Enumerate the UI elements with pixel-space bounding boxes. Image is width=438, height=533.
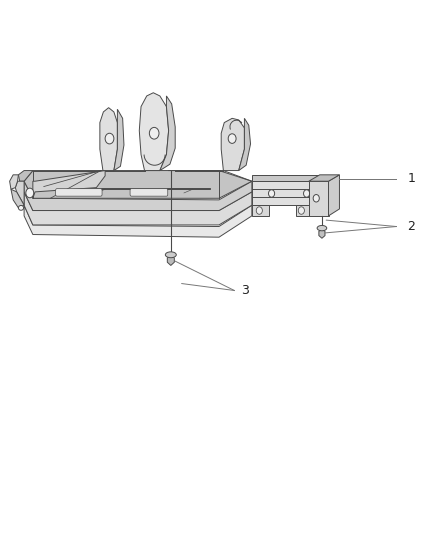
Polygon shape	[100, 108, 117, 171]
Ellipse shape	[317, 225, 327, 231]
Polygon shape	[10, 175, 18, 189]
Circle shape	[304, 190, 310, 197]
Polygon shape	[114, 109, 124, 171]
Text: 1: 1	[407, 172, 415, 185]
Polygon shape	[328, 175, 339, 216]
Circle shape	[228, 134, 236, 143]
FancyBboxPatch shape	[130, 189, 168, 196]
Polygon shape	[18, 171, 33, 181]
Polygon shape	[221, 118, 244, 171]
Polygon shape	[160, 96, 175, 171]
Polygon shape	[252, 205, 269, 216]
Polygon shape	[239, 118, 251, 171]
Polygon shape	[252, 175, 328, 181]
Polygon shape	[24, 181, 252, 211]
Circle shape	[26, 188, 34, 198]
Polygon shape	[139, 93, 169, 171]
Polygon shape	[296, 205, 309, 216]
Polygon shape	[24, 171, 252, 198]
FancyBboxPatch shape	[56, 189, 102, 196]
Polygon shape	[24, 192, 252, 225]
Circle shape	[298, 207, 304, 214]
Circle shape	[268, 190, 275, 197]
Polygon shape	[33, 171, 105, 198]
Polygon shape	[24, 205, 252, 237]
Circle shape	[256, 207, 262, 214]
Text: 3: 3	[241, 284, 249, 297]
Circle shape	[313, 195, 319, 202]
Text: 2: 2	[407, 220, 415, 233]
Ellipse shape	[166, 252, 176, 258]
Polygon shape	[309, 175, 339, 181]
Ellipse shape	[18, 205, 24, 211]
Polygon shape	[319, 229, 325, 238]
Polygon shape	[167, 255, 174, 265]
Circle shape	[105, 133, 114, 144]
Polygon shape	[15, 181, 24, 205]
Polygon shape	[309, 181, 328, 216]
Polygon shape	[44, 188, 210, 189]
Polygon shape	[11, 189, 24, 208]
Circle shape	[149, 127, 159, 139]
Polygon shape	[252, 181, 328, 205]
